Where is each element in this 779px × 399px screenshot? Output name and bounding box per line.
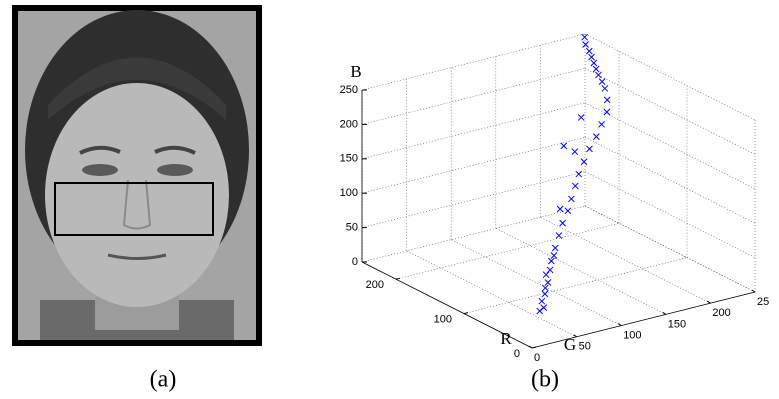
point xyxy=(546,266,554,274)
point xyxy=(601,85,609,92)
point xyxy=(580,158,588,166)
grid-line xyxy=(395,222,620,280)
point xyxy=(538,297,546,305)
point xyxy=(577,114,585,121)
axis-line xyxy=(361,261,533,349)
x-tick-label: 50 xyxy=(579,341,591,353)
point xyxy=(547,257,555,265)
x-tick-label: 0 xyxy=(534,352,540,364)
caption: (a) xyxy=(150,367,177,393)
grid-line xyxy=(584,68,756,155)
grid-line xyxy=(540,216,711,304)
y-tick-label: 0 xyxy=(514,348,520,360)
grid-line xyxy=(495,228,666,315)
point xyxy=(560,142,568,150)
tick-mark xyxy=(573,334,577,338)
point xyxy=(581,33,588,41)
point xyxy=(598,120,605,128)
x-tick-label: 100 xyxy=(623,330,641,342)
face-photo xyxy=(12,5,262,346)
caption: (b) xyxy=(531,367,559,393)
z-axis-label: B xyxy=(350,62,361,81)
grid-line xyxy=(406,250,577,338)
grid-line xyxy=(463,257,688,314)
grid-line xyxy=(361,136,586,194)
grid-line xyxy=(584,102,756,190)
point xyxy=(598,78,606,85)
x-axis-label: G xyxy=(564,335,576,354)
point xyxy=(595,71,602,79)
grid-line xyxy=(584,136,756,224)
point xyxy=(559,219,566,227)
x-tick-label: 25 xyxy=(757,296,769,308)
z-tick-label: 0 xyxy=(352,256,358,268)
point xyxy=(592,65,600,73)
point xyxy=(564,207,572,215)
point xyxy=(540,304,548,311)
point xyxy=(541,290,549,298)
z-tick-label: 200 xyxy=(340,118,358,130)
point xyxy=(541,284,549,292)
y-axis-label: R xyxy=(500,329,512,348)
grid-line xyxy=(361,68,586,125)
grid-line xyxy=(451,239,622,326)
point xyxy=(571,148,579,156)
grid-line xyxy=(361,102,586,160)
point xyxy=(590,59,598,67)
z-tick-label: 150 xyxy=(340,153,358,165)
grid-line xyxy=(584,33,756,121)
point xyxy=(544,279,552,286)
point xyxy=(603,96,611,104)
axis-line xyxy=(531,291,756,349)
tick-mark xyxy=(463,312,469,315)
point xyxy=(585,47,593,55)
grid-line xyxy=(361,171,586,228)
grid-line xyxy=(584,205,756,293)
point xyxy=(551,244,559,252)
point xyxy=(575,170,583,178)
point xyxy=(592,133,600,140)
point xyxy=(555,232,563,239)
tick-mark xyxy=(395,277,401,280)
tick-mark xyxy=(751,289,756,293)
grid-line xyxy=(584,205,756,293)
z-tick-label: 50 xyxy=(346,222,358,234)
point xyxy=(550,252,558,259)
tick-mark xyxy=(707,300,711,304)
point xyxy=(582,41,589,48)
point xyxy=(556,205,564,213)
y-tick-label: 200 xyxy=(366,279,384,291)
x-tick-label: 200 xyxy=(712,307,730,319)
point xyxy=(568,195,575,203)
grid-line xyxy=(361,33,586,91)
point xyxy=(588,53,595,61)
z-tick-label: 100 xyxy=(340,187,358,199)
tick-mark xyxy=(662,311,667,315)
point xyxy=(571,182,579,190)
tick-mark xyxy=(617,323,622,327)
y-tick-label: 100 xyxy=(434,314,452,326)
point xyxy=(542,271,550,279)
z-tick-label: 250 xyxy=(340,84,358,96)
grid-line xyxy=(361,205,586,263)
grid-line xyxy=(584,171,756,258)
point xyxy=(603,108,611,116)
x-tick-label: 150 xyxy=(668,318,686,330)
point xyxy=(586,145,593,153)
